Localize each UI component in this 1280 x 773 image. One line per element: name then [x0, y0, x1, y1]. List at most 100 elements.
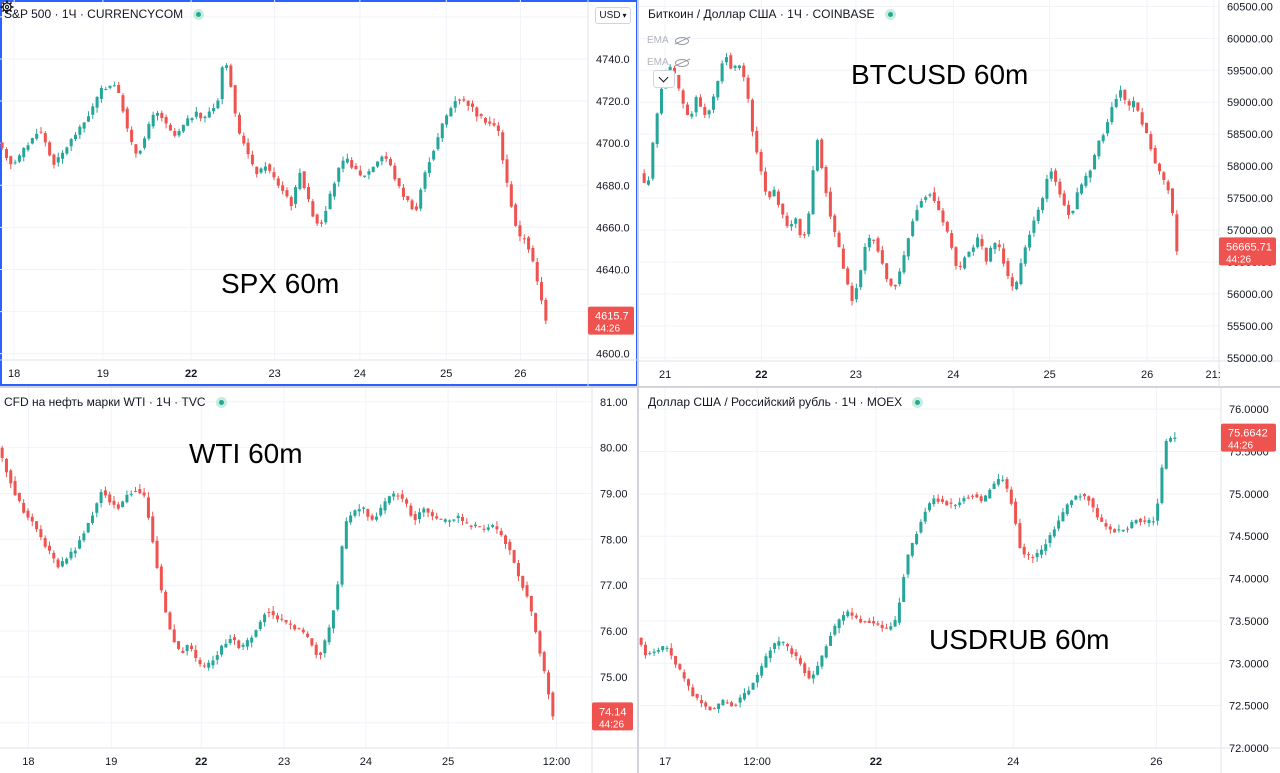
candle-body — [328, 193, 332, 210]
btcusd-chart[interactable]: 55000.0055500.0056000.0056500.0057000.00… — [639, 0, 1280, 386]
chart-pane-usdrub[interactable]: 72.0000 72.5000 73.0000 73.5000 74.0000 74.50… — [639, 388, 1280, 773]
candle-body — [232, 637, 236, 641]
candle-body — [147, 124, 151, 139]
candle — [958, 261, 962, 271]
pane-divider-horizontal[interactable] — [0, 386, 1280, 388]
candle-body — [798, 658, 802, 664]
wti-x-tick-label: 24 — [360, 756, 372, 768]
candle — [880, 620, 884, 632]
candle-body — [837, 232, 841, 248]
candle — [1036, 206, 1040, 224]
currency-selector-button[interactable]: USD ▾ — [595, 7, 631, 24]
candle-body — [121, 501, 125, 508]
candle-body — [971, 247, 975, 252]
candle — [134, 144, 138, 158]
candle — [764, 653, 768, 668]
spx-y-tick-label: 4640.0 — [596, 264, 630, 276]
gear-icon[interactable] — [0, 0, 14, 14]
candle — [846, 266, 850, 286]
candle-body — [419, 189, 423, 209]
candle — [971, 244, 975, 256]
candle — [288, 620, 292, 630]
candle — [30, 513, 34, 527]
candle-body — [69, 139, 73, 147]
candle — [397, 177, 401, 189]
candle-body — [367, 171, 371, 175]
candle-body — [1095, 508, 1099, 518]
candle-body — [501, 132, 505, 161]
candle-body — [1084, 175, 1088, 186]
chart-pane-spx[interactable]: 4600.04620.04640.04660.04680.04700.04720… — [0, 0, 638, 386]
candle — [967, 251, 971, 258]
collapse-legend-icon[interactable] — [653, 70, 675, 88]
candle-body — [958, 265, 962, 268]
usdrub-chart[interactable]: 72.0000 72.5000 73.0000 73.5000 74.0000 74.50… — [639, 388, 1280, 773]
candle-body — [405, 499, 409, 504]
wti-title[interactable]: CFD на нефть марки WTI · 1Ч · TVC — [4, 395, 206, 409]
wti-chart[interactable]: 74.0075.0076.0077.0078.0079.0080.0081.00… — [0, 388, 637, 773]
candle-body — [661, 646, 665, 651]
candle-body — [1048, 535, 1052, 543]
btcusd-title[interactable]: Биткоин / Доллар США · 1Ч · COINBASE — [648, 7, 875, 21]
chart-pane-btcusd[interactable]: 55000.0055500.0056000.0056500.0057000.00… — [639, 0, 1280, 386]
candle — [1125, 526, 1130, 533]
indicator-ema-1[interactable]: EMA — [647, 30, 689, 52]
candle — [215, 651, 219, 665]
candle-body — [1130, 522, 1134, 528]
candle — [789, 220, 793, 231]
candle — [1006, 257, 1010, 280]
candle — [772, 186, 776, 197]
chart-pane-wti[interactable]: 74.0075.0076.0077.0078.0079.0080.0081.00… — [0, 388, 637, 773]
candle — [923, 507, 927, 524]
candle-body — [551, 692, 555, 717]
candle-body — [387, 496, 391, 504]
spx-chart[interactable]: 4600.04620.04640.04660.04680.04700.04720… — [0, 0, 638, 386]
candle-body — [108, 494, 112, 503]
candle-body — [1157, 163, 1162, 172]
candle-body — [928, 194, 932, 196]
candle-body — [237, 640, 241, 649]
usdrub-title[interactable]: Доллар США / Российский рубль · 1Ч · MOE… — [648, 395, 903, 409]
candle — [685, 102, 689, 116]
candle — [207, 660, 211, 671]
candle — [544, 297, 548, 325]
candle-body — [466, 100, 470, 106]
candle-body — [707, 110, 711, 115]
candle-body — [401, 187, 405, 197]
candle-body — [117, 85, 121, 94]
candle-body — [652, 651, 656, 653]
candle — [496, 122, 500, 137]
candle — [271, 606, 275, 620]
spx-x-tick-label: 18 — [8, 368, 20, 380]
candle — [1001, 475, 1005, 483]
candle-body — [711, 96, 715, 110]
candle-body — [1074, 495, 1078, 500]
candle — [1071, 210, 1075, 215]
candle — [1095, 504, 1099, 521]
candle-body — [483, 118, 487, 123]
candle — [30, 137, 34, 145]
candle — [1061, 508, 1065, 522]
wti-annotation: WTI 60m — [189, 438, 303, 469]
candle — [69, 137, 73, 152]
candle — [1002, 243, 1006, 267]
eye-hidden-icon[interactable] — [674, 37, 689, 45]
candle — [863, 243, 867, 275]
candle — [928, 501, 932, 513]
candle-body — [458, 99, 462, 101]
candle — [430, 509, 434, 521]
candle — [535, 257, 539, 286]
candle-body — [233, 85, 237, 114]
spx-x-tick-label: 26 — [514, 368, 526, 380]
spx-title[interactable]: S&P 500 · 1Ч · CURRENCYCOM — [4, 7, 184, 21]
candle — [155, 536, 159, 569]
candle-body — [833, 625, 837, 635]
candle — [26, 142, 30, 152]
candle — [345, 153, 349, 164]
candle-body — [371, 166, 375, 172]
candle — [164, 114, 168, 129]
indicator-ema-2[interactable]: EMA — [647, 52, 689, 74]
candle — [246, 138, 250, 159]
candle-body — [733, 65, 737, 68]
eye-hidden-icon[interactable] — [674, 59, 689, 67]
